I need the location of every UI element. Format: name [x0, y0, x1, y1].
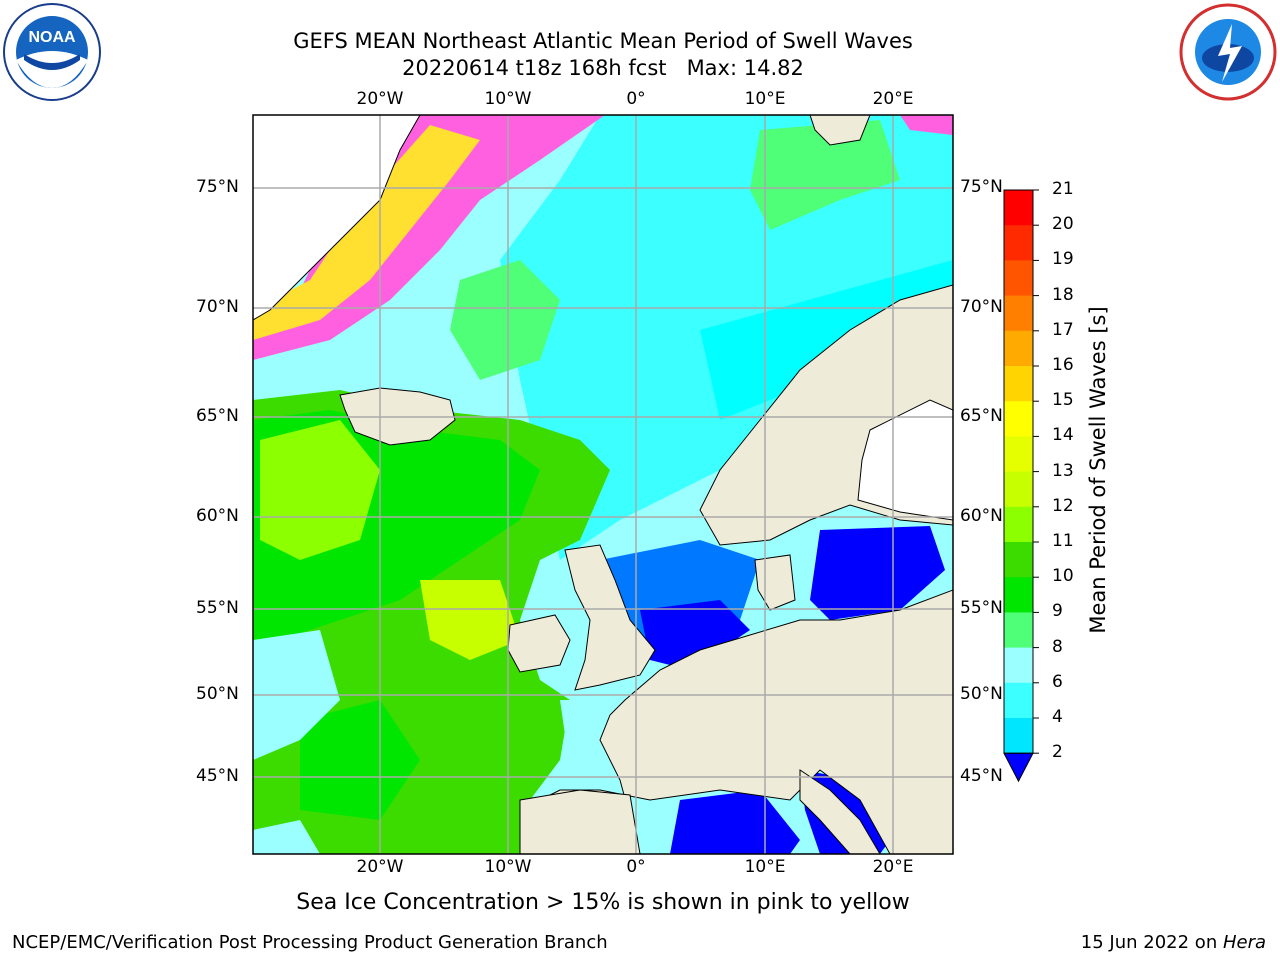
gulf-of-bothnia — [857, 399, 953, 521]
lon-label-top-20e: 20°E — [872, 89, 914, 109]
great-britain-land — [564, 544, 656, 691]
footer-machine: Hera — [1222, 932, 1266, 953]
lat-label-left-60n: 60°N — [196, 506, 239, 526]
colorbar-tick-label: 15 — [1052, 390, 1074, 411]
cyan-patch-corner — [253, 820, 320, 854]
green-patch-north — [450, 260, 560, 380]
ocean-cyan-band — [700, 260, 953, 420]
colorbar-tick-label: 19 — [1052, 249, 1074, 270]
lat-label-right-55n: 55°N — [960, 598, 1003, 618]
colorbar-tick-label: 14 — [1052, 425, 1074, 446]
colorbar-band — [1004, 682, 1033, 719]
iberia-land — [519, 789, 641, 854]
colorbar-tick-label: 20 — [1052, 214, 1074, 235]
lat-label-left-65n: 65°N — [196, 406, 239, 426]
lat-label-right-70n: 70°N — [960, 297, 1003, 317]
green-patch-north-east — [750, 120, 900, 230]
colorbar-band — [1004, 542, 1033, 578]
colorbar-band — [1004, 401, 1033, 437]
footer-date-text: 15 Jun 2022 on — [1080, 932, 1223, 953]
lon-label-top-20w: 20°W — [356, 89, 404, 109]
lat-label-right-60n: 60°N — [960, 506, 1003, 526]
colorbar-tick-label: 13 — [1052, 460, 1074, 481]
colorbar-extend-arrow — [1003, 752, 1034, 783]
mediterranean-west — [670, 790, 800, 854]
colorbar-tick-label: 2 — [1052, 742, 1063, 763]
chart-title-line2: 20220614 t18z 168h fcst Max: 14.82 — [0, 55, 1206, 81]
footer-credit: NCEP/EMC/Verification Post Processing Pr… — [12, 932, 608, 953]
lat-label-left-45n: 45°N — [196, 766, 239, 786]
lat-label-right-50n: 50°N — [960, 684, 1003, 704]
forecast-cycle: 20220614 t18z 168h fcst — [402, 56, 667, 80]
lat-label-left-55n: 55°N — [196, 598, 239, 618]
colorbar-band — [1004, 225, 1033, 261]
colorbar-band — [1004, 330, 1033, 367]
colorbar — [1003, 189, 1039, 783]
lat-label-right-65n: 65°N — [960, 406, 1003, 426]
lat-label-left-50n: 50°N — [196, 684, 239, 704]
ireland-land — [507, 614, 571, 673]
graticule — [253, 115, 953, 854]
colorbar-band — [1004, 366, 1033, 402]
colorbar-tick-label: 4 — [1052, 707, 1063, 727]
lat-label-left-70n: 70°N — [196, 297, 239, 317]
lon-label-top-0: 0° — [626, 89, 646, 109]
lon-label-top-10w: 10°W — [484, 89, 532, 109]
nws-logo — [1178, 2, 1278, 102]
colorbar-band — [1004, 436, 1033, 473]
sea-ice-caption: Sea Ice Concentration > 15% is shown in … — [296, 890, 910, 915]
lon-label-bottom-10w: 10°W — [484, 857, 532, 877]
lon-label-bottom-20e: 20°E — [872, 857, 914, 877]
colorbar-band — [1004, 190, 1033, 226]
chart-title-line1: GEFS MEAN Northeast Atlantic Mean Period… — [293, 29, 913, 53]
colorbar-band — [1004, 260, 1033, 297]
biscay-cyan — [560, 700, 620, 770]
lon-label-bottom-20w: 20°W — [356, 857, 404, 877]
colorbar-band — [1004, 471, 1033, 508]
colorbar-tick-label: 8 — [1052, 636, 1063, 657]
lon-label-bottom-0: 0° — [626, 857, 646, 877]
colorbar-band — [1004, 647, 1033, 684]
max-value: Max: 14.82 — [686, 56, 804, 80]
colorbar-tick-label: 11 — [1052, 531, 1074, 551]
sea-ice-svalbard — [900, 115, 953, 135]
colorbar-tick-label: 6 — [1052, 671, 1063, 692]
lat-label-left-75n: 75°N — [196, 177, 239, 197]
colorbar-tick-label: 12 — [1052, 495, 1074, 516]
colorbar-band — [1004, 577, 1033, 613]
italy-land — [799, 769, 881, 854]
greenland-land — [253, 115, 421, 321]
colorbar-tick-label: 9 — [1052, 601, 1063, 622]
footer-date: 15 Jun 2022 on Hera — [1081, 932, 1266, 953]
colorbar-band — [1004, 506, 1033, 543]
baltic-sea — [810, 526, 945, 620]
north-sea-deep-blue — [640, 600, 750, 670]
colorbar-tick-label: 18 — [1052, 284, 1074, 305]
lat-label-right-75n: 75°N — [960, 177, 1003, 197]
green-patch-south — [300, 700, 420, 820]
colorbar-band — [1004, 612, 1033, 649]
yellowgreen-patch-west — [260, 420, 380, 560]
colorbar-tick-label: 10 — [1052, 566, 1074, 587]
lon-label-top-10e: 10°E — [744, 89, 786, 109]
colorbar-band — [1004, 295, 1033, 332]
colorbar-tick-label: 21 — [1052, 179, 1074, 199]
lon-label-bottom-10e: 10°E — [744, 857, 786, 877]
map-frame — [252, 114, 954, 855]
colorbar-band — [1004, 718, 1033, 754]
colorbar-tick-label: 16 — [1052, 355, 1074, 375]
sea-ice-yellow — [253, 125, 480, 340]
noaa-logo: NOAA — [2, 2, 102, 102]
colorbar-tick-label: 17 — [1052, 319, 1074, 340]
yellowgreen-patch-central — [420, 580, 520, 660]
noaa-logo-text: NOAA — [28, 29, 76, 46]
lat-label-right-45n: 45°N — [960, 766, 1003, 786]
svalbard-land — [809, 115, 871, 146]
